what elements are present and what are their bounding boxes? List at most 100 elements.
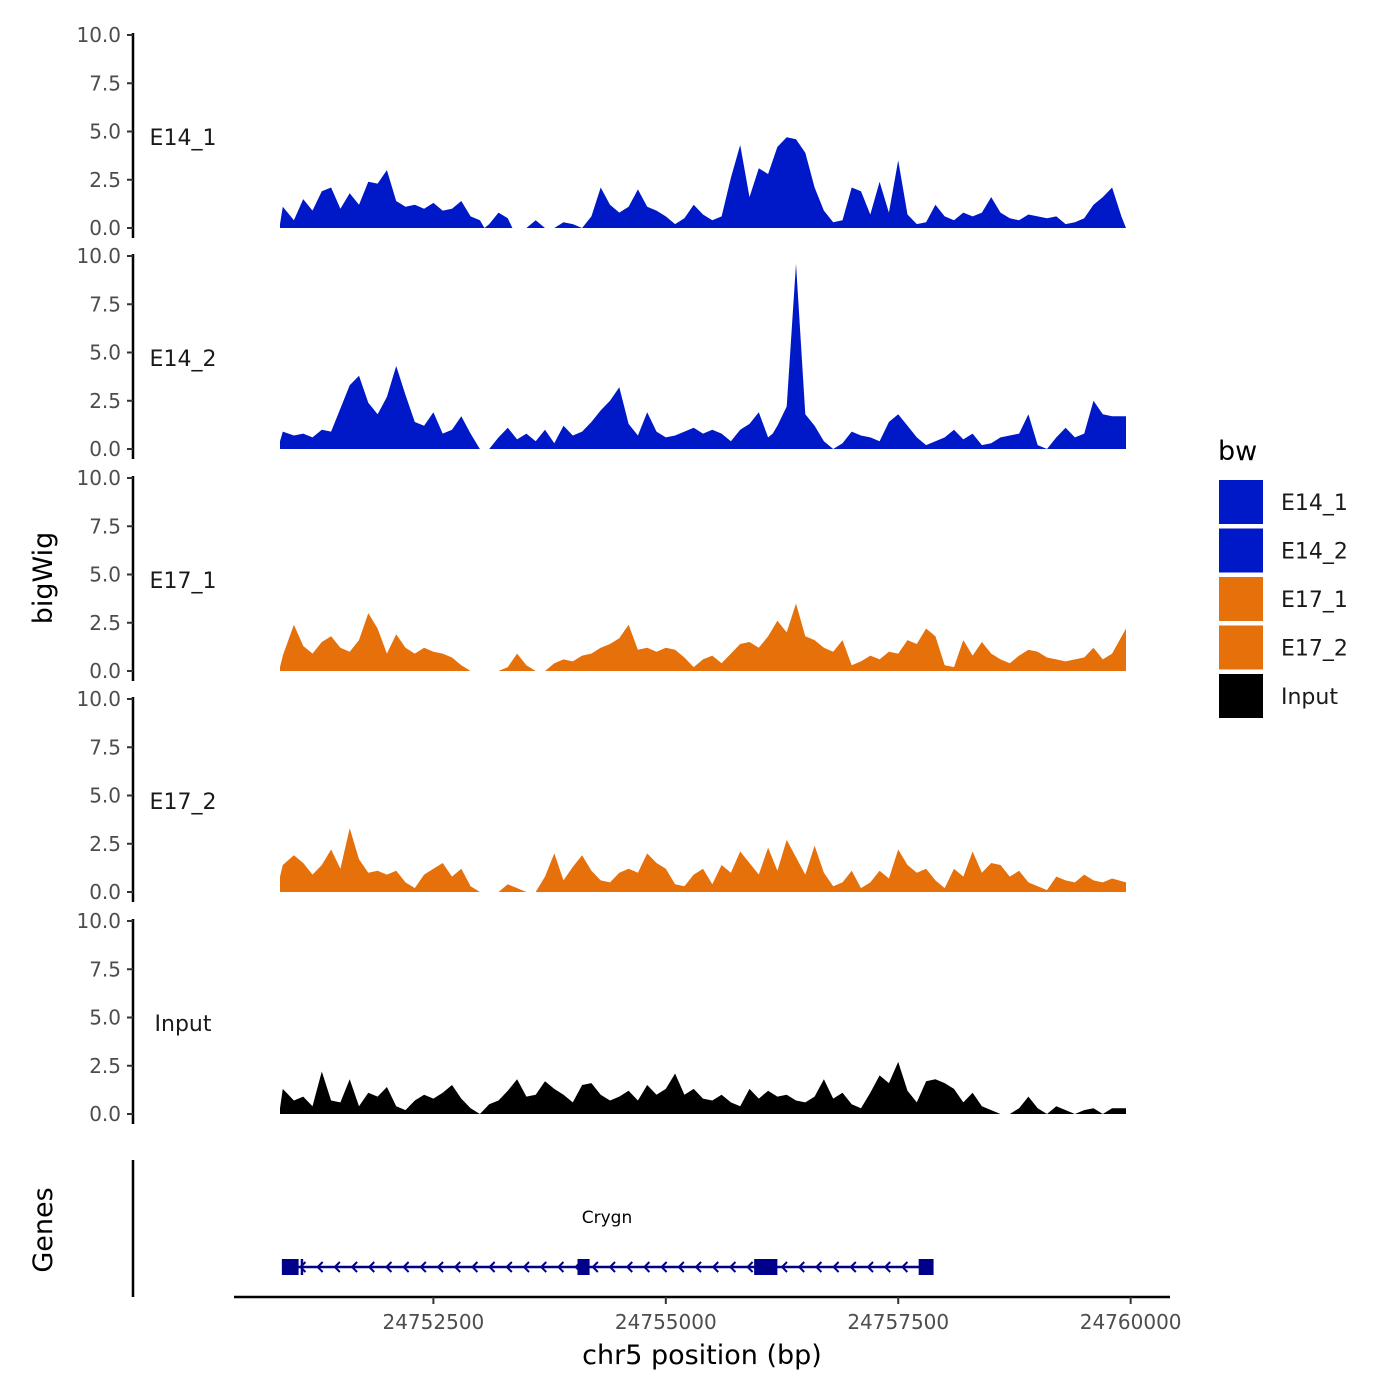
y-tick-label: 0.0 [89,880,121,904]
strand-arrow [350,1261,358,1273]
strand-arrow [299,1261,307,1273]
strand-arrow [780,1261,788,1273]
y-tick-label: 10.0 [76,466,121,490]
strand-arrow [419,1261,427,1273]
y-tick-label: 10.0 [76,23,121,47]
gene-track: Crygn [131,1160,934,1297]
x-axis-title: chr5 position (bp) [582,1340,822,1371]
track-label: Input [155,1012,212,1037]
track-e14_2: 0.0 2.5 5.0 7.5 10.0 E14_2 [76,244,1126,461]
strand-arrow [608,1261,616,1273]
strand-arrow [522,1261,530,1273]
y-tick-label: 10.0 [76,909,121,933]
legend-swatch [1219,674,1263,718]
strand-arrow [797,1261,805,1273]
strand-arrow [367,1261,375,1273]
legend-title: bw [1218,436,1257,467]
x-tick-label: 24755000 [615,1310,717,1334]
legend-swatch [1219,528,1263,573]
track-e17_1: 0.0 2.5 5.0 7.5 10.0 E17_1 [76,466,1126,683]
legend-label: E17_1 [1281,588,1348,613]
strand-arrow [694,1261,702,1273]
area-e17_1 [280,603,1126,671]
strand-arrow [436,1261,444,1273]
strand-arrow [901,1261,909,1273]
x-tick-label: 24757500 [847,1310,949,1334]
area-e17_2 [280,828,1126,892]
y-tick-label: 2.5 [89,389,121,413]
strand-arrow [316,1261,324,1273]
strand-arrow [333,1261,341,1273]
y-tick-label: 2.5 [89,168,121,192]
strand-arrow [866,1261,874,1273]
y-tick-label: 0.0 [89,437,121,461]
tracks: 0.0 2.5 5.0 7.5 10.0 E14_1 0.0 2.5 5.0 7.5 10.0 E14… [76,23,1126,1126]
strand-arrow [643,1261,651,1273]
gene-exon [577,1259,590,1275]
y-tick-label: 5.0 [89,1006,121,1030]
y-tick-label: 10.0 [76,244,121,268]
strand-arrow [677,1261,685,1273]
strand-arrow [385,1261,393,1273]
area-input [280,1061,1126,1114]
y-tick-label: 0.0 [89,216,121,240]
strand-arrow [746,1261,754,1273]
y-tick-label: 0.0 [89,659,121,683]
gene-exon [918,1259,934,1275]
track-e14_1: 0.0 2.5 5.0 7.5 10.0 E14_1 [76,23,1126,240]
strand-arrow [539,1261,547,1273]
legend-label: Input [1281,685,1338,710]
legend-item: E14_1 [1219,480,1348,524]
y-tick-label: 5.0 [89,784,121,808]
strand-arrow [625,1261,633,1273]
strand-arrow [660,1261,668,1273]
strand-arrow [729,1261,737,1273]
track-label: E14_1 [150,126,217,151]
strand-arrow [505,1261,513,1273]
strand-arrow [849,1261,857,1273]
strand-arrow [711,1261,719,1273]
track-label: E17_2 [150,790,217,815]
y-tick-label: 5.0 [89,120,121,144]
strand-arrow [832,1261,840,1273]
strand-arrow [488,1261,496,1273]
gene-exon [281,1259,299,1275]
x-axis: 24752500 24755000 24757500 24760000 [234,1295,1182,1334]
legend-item: E14_2 [1219,528,1348,573]
strand-arrow [402,1261,410,1273]
gene-track-title: Genes [28,1187,59,1272]
y-tick-label: 7.5 [89,292,121,316]
legend-item: Input [1219,674,1338,718]
y-tick-label: 2.5 [89,832,121,856]
area-e14_2 [280,263,1126,449]
legend-label: E14_2 [1281,540,1348,565]
area-e14_1 [280,137,1126,228]
y-tick-label: 2.5 [89,611,121,635]
strand-arrow [471,1261,479,1273]
y-tick-label: 7.5 [89,957,121,981]
legend-item: E17_2 [1219,625,1348,670]
y-tick-label: 7.5 [89,735,121,759]
x-tick-label: 24752500 [382,1310,484,1334]
track-e17_2: 0.0 2.5 5.0 7.5 10.0 E17_2 [76,687,1126,904]
y-tick-label: 7.5 [89,71,121,95]
gene-exon [754,1259,778,1275]
legend-swatch [1219,480,1263,524]
y-tick-label: 5.0 [89,341,121,365]
y-tick-label: 10.0 [76,687,121,711]
legend-swatch [1219,577,1263,621]
y-tick-label: 5.0 [89,563,121,587]
gene-name-label: Crygn [582,1208,633,1228]
strand-arrow [883,1261,891,1273]
legend: E14_1 E14_2 E17_1 E17_2 Input [1219,480,1348,718]
y-tick-label: 7.5 [89,514,121,538]
y-tick-label: 2.5 [89,1054,121,1078]
track-label: E14_2 [150,347,217,372]
strand-arrow [815,1261,823,1273]
strand-arrow [591,1261,599,1273]
legend-swatch [1219,625,1263,670]
x-tick-label: 24760000 [1080,1310,1182,1334]
track-input: 0.0 2.5 5.0 7.5 10.0 Input [76,909,1126,1126]
strand-arrow [557,1261,565,1273]
